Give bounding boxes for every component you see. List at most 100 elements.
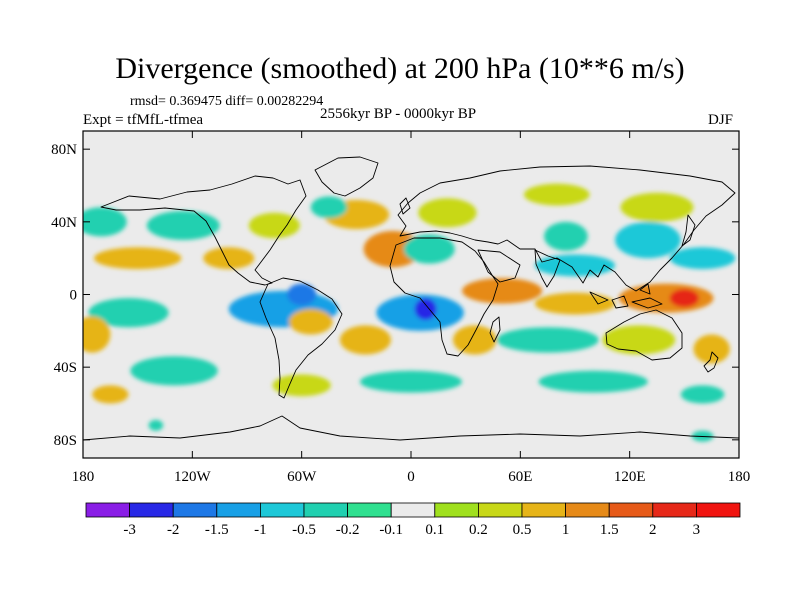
anomaly-region-16 (462, 278, 543, 304)
colorbar-box (129, 502, 174, 518)
anomaly-region-4 (203, 247, 255, 270)
colorbar-box (652, 502, 697, 518)
colorbar-label: 3 (693, 522, 701, 538)
anomaly-region-39 (148, 419, 164, 431)
anomaly-region-25 (288, 309, 333, 335)
anomaly-region-31 (602, 325, 676, 355)
coastline-new-zealand (703, 351, 719, 373)
anomaly-region-8 (418, 198, 477, 228)
anomaly-region-14 (615, 221, 681, 259)
anomaly-region-34 (272, 374, 331, 397)
anomaly-region-13 (620, 192, 694, 222)
coastline-madagascar (489, 316, 501, 343)
divergence-anomaly-field (83, 183, 736, 442)
rmsd-diff-stats: rmsd= 0.369475 diff= 0.00282294 (130, 94, 324, 109)
anomaly-region-38 (680, 385, 725, 404)
colorbar-label: -0.2 (336, 522, 360, 538)
lon-tick-label: 60E (508, 469, 532, 485)
colorbar: -3 -2 -1.5 -1 -0.5 -0.2 -0.1 0.1 0.2 0.5 1 1.5 2 3 (85, 502, 741, 538)
anomaly-region-28 (414, 298, 437, 320)
colorbar-box (259, 502, 305, 518)
lon-tick-label: 60W (287, 469, 317, 485)
anomaly-region-18 (618, 283, 714, 313)
coastline-north-america (100, 175, 307, 286)
colorbar-box (347, 502, 392, 518)
anomaly-region-37 (92, 385, 129, 404)
colorbar-label: -1 (254, 522, 267, 538)
anomaly-region-2 (146, 210, 220, 240)
colorbar-label: -0.5 (292, 522, 316, 538)
colorbar-label: 2 (649, 522, 657, 538)
lat-tick-label: 40N (51, 215, 77, 231)
colorbar-box (434, 502, 479, 518)
anomaly-region-9 (363, 230, 422, 268)
experiment-label: Expt = tfMfL-tfmea (83, 112, 204, 128)
colorbar-box (390, 502, 436, 518)
lon-tick-label: 180 (72, 469, 95, 485)
lon-tick-label: 0 (407, 469, 415, 485)
anomaly-region-35 (359, 370, 463, 393)
anomaly-region-17 (534, 292, 616, 315)
colorbar-box (85, 502, 130, 518)
coastline-africa (389, 237, 499, 357)
coastline-australia (605, 309, 683, 361)
colorbar-box (303, 502, 348, 518)
map-axes: 180 120W 60W 0 60E 120E 180 80N 40N 0 40S 80S (51, 131, 750, 485)
anomaly-region-19 (669, 289, 699, 308)
colorbar-box (216, 502, 261, 518)
lat-tick-label: 80N (51, 142, 77, 158)
anomaly-region-12 (544, 221, 588, 251)
lon-tick-label: 120E (614, 469, 646, 485)
colorbar-label: 0.2 (469, 522, 488, 538)
period-label: 2556kyr BP - 0000kyr BP (320, 106, 477, 122)
season-label: DJF (708, 112, 734, 128)
colorbar-label: 0.5 (513, 522, 532, 538)
coastline-greenland (314, 156, 379, 197)
anomaly-region-15 (534, 254, 616, 277)
coastline-india (534, 249, 561, 288)
coastline-japan (681, 214, 696, 247)
colorbar-box (608, 502, 654, 518)
anomaly-region-1 (83, 207, 127, 237)
anomaly-region-24 (287, 283, 317, 306)
coastline-south-america (259, 277, 343, 399)
coastline-antarctica (83, 415, 739, 441)
anomaly-region-36 (538, 370, 648, 393)
colorbar-box (565, 502, 610, 518)
anomaly-region-21 (88, 298, 169, 328)
colorbar-label: 1 (562, 522, 570, 538)
coastline-maritime-continent (589, 283, 663, 309)
coastline-arabia (477, 249, 521, 283)
colorbar-box (521, 502, 566, 518)
anomaly-region-26 (339, 325, 391, 355)
anomaly-region-29 (452, 325, 497, 355)
anomaly-region-33 (130, 356, 218, 386)
lon-tick-label: 120W (174, 469, 212, 485)
colorbar-box (477, 502, 523, 518)
lat-tick-label: 40S (54, 360, 77, 376)
plot-title: Divergence (smoothed) at 200 hPa (10**6 … (115, 52, 685, 85)
anomaly-region-30 (496, 327, 599, 353)
lat-tick-label: 80S (54, 433, 77, 449)
colorbar-label: 1.5 (600, 522, 619, 538)
colorbar-box (696, 502, 741, 518)
lat-tick-label: 0 (70, 288, 78, 304)
anomaly-region-20 (669, 247, 736, 270)
lon-tick-label: 180 (728, 469, 751, 485)
colorbar-label: -1.5 (205, 522, 229, 538)
colorbar-label: -2 (167, 522, 180, 538)
anomaly-region-7 (310, 196, 348, 219)
anomaly-region-32 (693, 334, 730, 364)
coastlines (83, 156, 739, 441)
colorbar-box (172, 502, 218, 518)
colorbar-label: 0.1 (425, 522, 444, 538)
colorbar-label: -0.1 (379, 522, 403, 538)
anomaly-region-22 (83, 316, 111, 353)
colorbar-label: -3 (123, 522, 136, 538)
anomaly-region-10 (403, 234, 455, 264)
anomaly-region-11 (523, 183, 590, 206)
coastline-eurasia (397, 165, 736, 292)
coastline-british-isles (399, 197, 411, 215)
anomaly-region-3 (93, 247, 182, 270)
